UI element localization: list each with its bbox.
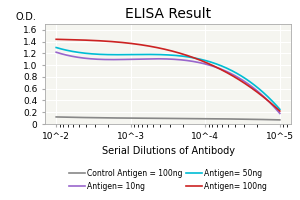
Antigen= 10ng [191,60,195,63]
Control Antigen = 100ng [243,118,247,120]
Control Antigen = 100ng [278,119,282,121]
Line: Antigen= 50ng: Antigen= 50ng [56,48,280,109]
Antigen= 100ng [278,110,282,112]
Antigen= 10ng [187,60,190,62]
Control Antigen = 100ng [54,116,58,118]
Antigen= 10ng [243,80,247,83]
Antigen= 50ng [55,47,59,49]
Antigen= 50ng [278,108,282,110]
Antigen= 50ng [188,56,191,58]
Control Antigen = 100ng [188,117,191,120]
Antigen= 100ng [243,82,247,85]
Antigen= 50ng [54,46,58,49]
Antigen= 50ng [191,57,195,59]
Legend: Control Antigen = 100ng, Antigen= 10ng, Antigen= 50ng, Antigen= 100ng: Control Antigen = 100ng, Antigen= 10ng, … [66,166,270,194]
Line: Antigen= 10ng: Antigen= 10ng [56,52,280,113]
Control Antigen = 100ng [191,117,195,120]
Antigen= 10ng [55,51,59,54]
Control Antigen = 100ng [257,118,261,121]
Antigen= 50ng [243,77,247,79]
Antigen= 100ng [191,56,195,59]
Antigen= 100ng [55,38,59,41]
Antigen= 10ng [278,112,282,115]
Antigen= 100ng [187,55,190,57]
Text: O.D.: O.D. [16,12,36,22]
Line: Antigen= 100ng: Antigen= 100ng [56,39,280,111]
Antigen= 10ng [257,91,261,93]
Antigen= 100ng [188,55,191,57]
Control Antigen = 100ng [55,116,59,118]
Antigen= 50ng [187,56,190,58]
Antigen= 100ng [54,38,58,40]
Title: ELISA Result: ELISA Result [125,7,211,21]
Antigen= 10ng [188,60,191,62]
Antigen= 50ng [257,87,261,90]
Antigen= 10ng [54,51,58,53]
Antigen= 100ng [257,92,261,95]
Line: Control Antigen = 100ng: Control Antigen = 100ng [56,117,280,120]
Control Antigen = 100ng [187,117,190,120]
X-axis label: Serial Dilutions of Antibody: Serial Dilutions of Antibody [101,146,235,156]
